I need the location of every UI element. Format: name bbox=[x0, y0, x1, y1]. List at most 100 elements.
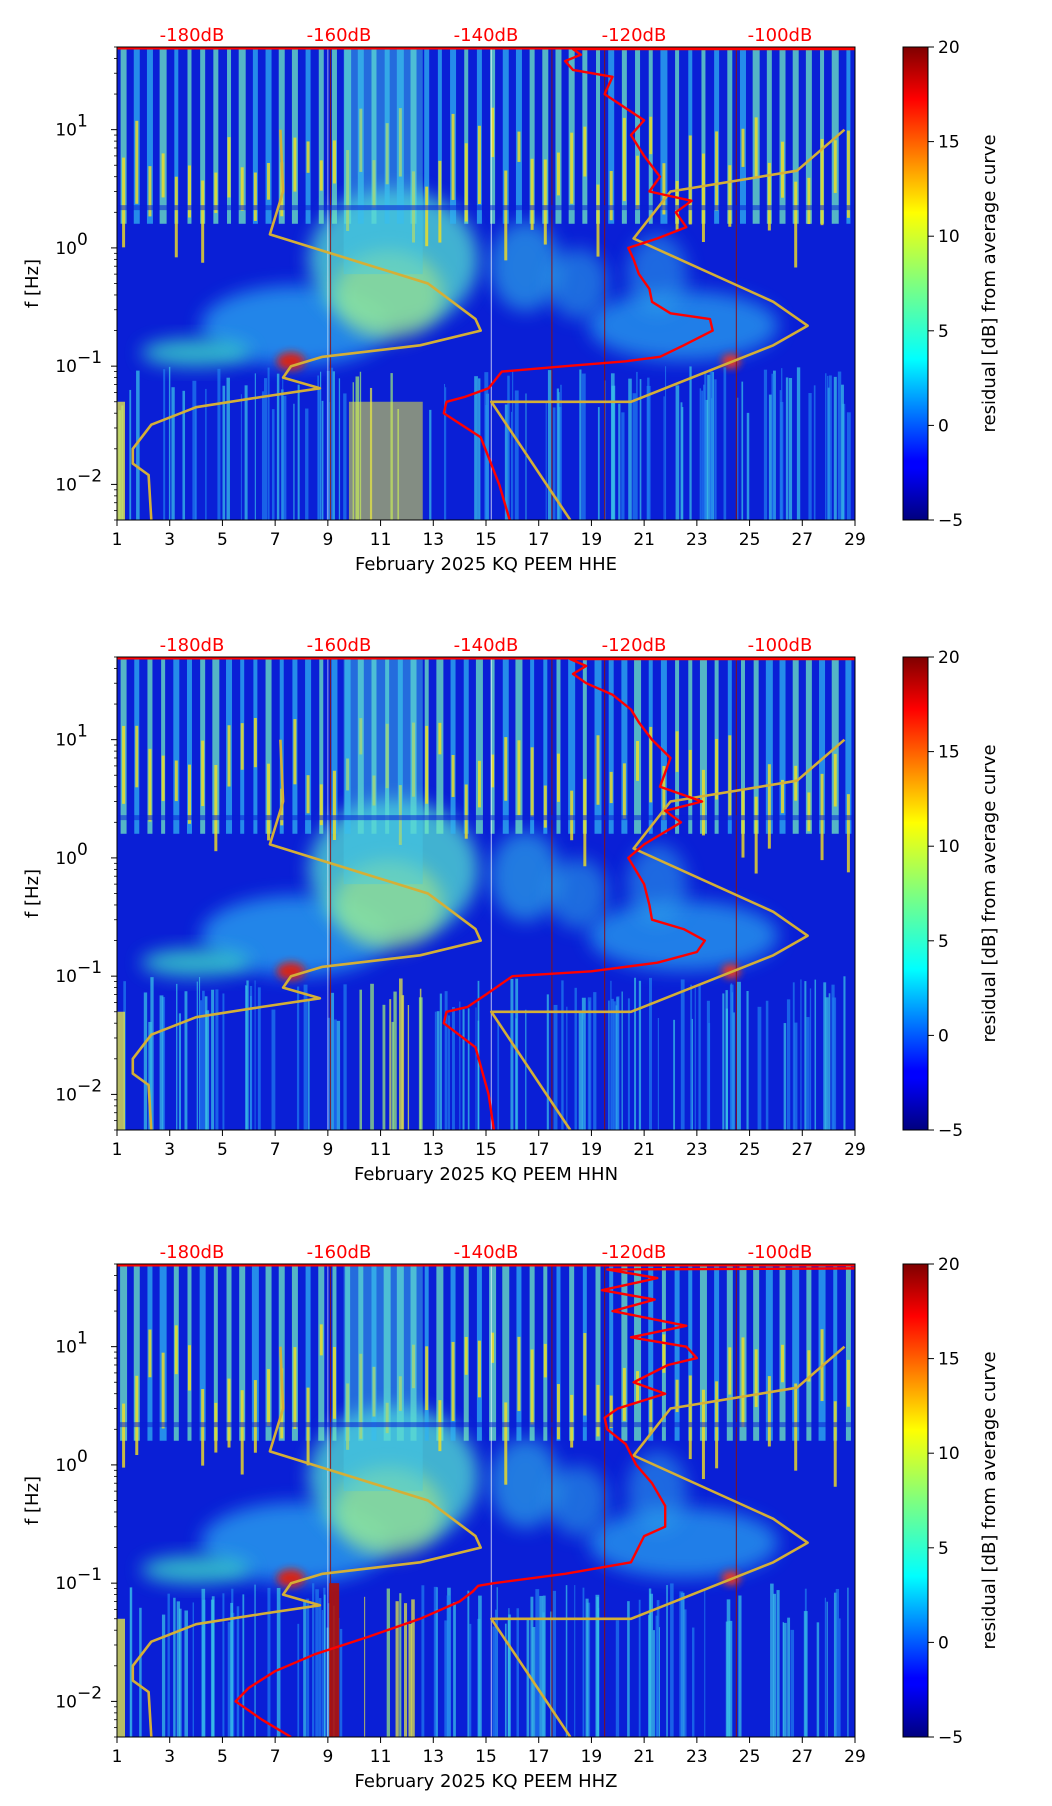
low-frequency-bar bbox=[163, 369, 166, 520]
stripe-highlight bbox=[754, 1349, 758, 1408]
stripe-highlight bbox=[385, 723, 389, 789]
low-frequency-bar bbox=[780, 401, 784, 520]
low-frequency-bar bbox=[297, 1623, 300, 1737]
low-frequency-bar bbox=[271, 409, 275, 520]
low-frequency-bar bbox=[162, 997, 166, 1130]
db-scale-label: -180dB bbox=[160, 25, 225, 46]
y-axis-label: f [Hz] bbox=[22, 259, 43, 308]
y-tick-exponent: 1 bbox=[77, 1329, 88, 1349]
x-tick-label: 15 bbox=[475, 1140, 497, 1160]
stripe-highlight bbox=[846, 794, 850, 873]
low-frequency-bar bbox=[582, 1587, 585, 1737]
stripe-highlight bbox=[504, 170, 508, 261]
stripe-highlight bbox=[319, 784, 323, 826]
stripe-highlight bbox=[359, 718, 363, 755]
daily-stripe bbox=[660, 657, 667, 834]
low-frequency-bar bbox=[245, 985, 247, 1130]
daily-stripe bbox=[608, 657, 614, 834]
low-frequency-bar bbox=[462, 1009, 465, 1130]
low-frequency-bar bbox=[574, 987, 577, 1130]
low-frequency-bar bbox=[327, 1017, 331, 1130]
daily-stripe bbox=[187, 47, 192, 224]
low-frequency-bar bbox=[709, 371, 714, 520]
low-frequency-bar bbox=[796, 367, 801, 520]
low-frequency-bar bbox=[211, 989, 215, 1130]
low-frequency-bar bbox=[729, 984, 734, 1130]
stripe-highlight bbox=[464, 143, 468, 222]
stripe-highlight bbox=[794, 765, 798, 801]
low-frequency-bar bbox=[582, 1019, 585, 1130]
x-tick-label: 7 bbox=[270, 1140, 281, 1160]
daily-stripe bbox=[371, 47, 377, 224]
x-tick-label: 13 bbox=[422, 1140, 444, 1160]
spectrogram-image bbox=[117, 47, 855, 520]
noise-blob bbox=[333, 1466, 444, 1557]
colorbar-tick-label: −5 bbox=[938, 1121, 963, 1141]
stripe-highlight bbox=[398, 108, 402, 177]
stripe-highlight bbox=[662, 1334, 666, 1373]
stripe-highlight bbox=[622, 763, 626, 819]
daily-stripe bbox=[674, 1264, 680, 1441]
stripe-highlight bbox=[833, 1401, 837, 1487]
colorbar-tick-label: 0 bbox=[938, 1026, 949, 1046]
low-frequency-bar bbox=[338, 378, 341, 520]
x-tick-label: 27 bbox=[791, 530, 813, 550]
low-frequency-bar bbox=[418, 997, 423, 1130]
daily-stripe bbox=[688, 657, 693, 834]
low-frequency-bar bbox=[143, 992, 148, 1130]
low-frequency-bar bbox=[553, 1004, 558, 1130]
low-frequency-bar bbox=[254, 980, 256, 1130]
low-frequency-bar bbox=[452, 1006, 455, 1130]
stripe-highlight bbox=[649, 116, 653, 155]
colorbar: 20 15 10 5 0 −5 residual [dB] from average cur… bbox=[902, 38, 1000, 531]
stripe-highlight bbox=[715, 738, 719, 800]
low-frequency-bar bbox=[271, 1009, 276, 1130]
low-frequency-bar bbox=[823, 982, 827, 1130]
daily-stripe bbox=[648, 1264, 654, 1441]
low-frequency-bar bbox=[783, 1023, 787, 1130]
daily-stripe bbox=[530, 657, 535, 834]
stripe-highlight bbox=[477, 760, 481, 808]
low-frequency-bar bbox=[771, 373, 775, 520]
x-tick-label: 17 bbox=[528, 530, 550, 550]
low-frequency-bar bbox=[267, 1587, 271, 1737]
daily-stripe bbox=[358, 1264, 364, 1441]
x-axis-label: February 2025 KQ PEEM HHZ bbox=[355, 1771, 618, 1792]
stripe-highlight bbox=[267, 1369, 271, 1426]
low-frequency-bar bbox=[303, 984, 308, 1130]
x-tick-label: 29 bbox=[844, 1140, 866, 1160]
low-frequency-bar bbox=[293, 403, 295, 520]
low-frequency-bar bbox=[139, 1607, 142, 1737]
low-frequency-bar bbox=[826, 1601, 828, 1737]
daily-stripe bbox=[805, 47, 812, 224]
low-frequency-bar bbox=[236, 1606, 240, 1737]
low-frequency-bar bbox=[184, 1610, 188, 1737]
low-frequency-bar bbox=[597, 407, 600, 520]
stripe-highlight bbox=[332, 1347, 336, 1419]
low-frequency-bar bbox=[680, 979, 685, 1130]
daily-stripe bbox=[410, 47, 417, 224]
stripe-highlight bbox=[741, 128, 745, 167]
stripe-highlight bbox=[293, 719, 297, 785]
low-frequency-bar bbox=[330, 992, 335, 1130]
daily-stripe bbox=[660, 47, 668, 224]
stripe-highlight bbox=[306, 141, 310, 173]
low-frequency-block bbox=[348, 401, 423, 520]
low-frequency-bar bbox=[192, 380, 197, 520]
low-frequency-bar bbox=[492, 1626, 496, 1737]
stripe-highlight bbox=[240, 167, 244, 211]
low-frequency-bar bbox=[530, 1596, 534, 1737]
colorbar-gradient bbox=[902, 46, 929, 521]
low-frequency-bar bbox=[215, 989, 219, 1130]
daily-stripe bbox=[833, 1264, 838, 1441]
x-tick-label: 7 bbox=[270, 1747, 281, 1767]
stripe-highlight bbox=[570, 1394, 574, 1448]
low-frequency-bar bbox=[828, 375, 832, 520]
low-frequency-bar bbox=[176, 983, 178, 1130]
stripe-highlight bbox=[372, 775, 376, 806]
stripe-highlight bbox=[556, 1384, 560, 1440]
low-frequency-bar bbox=[552, 1590, 557, 1737]
noise-model-curve bbox=[131, 129, 483, 520]
median-psd-curve bbox=[442, 657, 855, 1130]
low-frequency-bar bbox=[297, 384, 300, 520]
